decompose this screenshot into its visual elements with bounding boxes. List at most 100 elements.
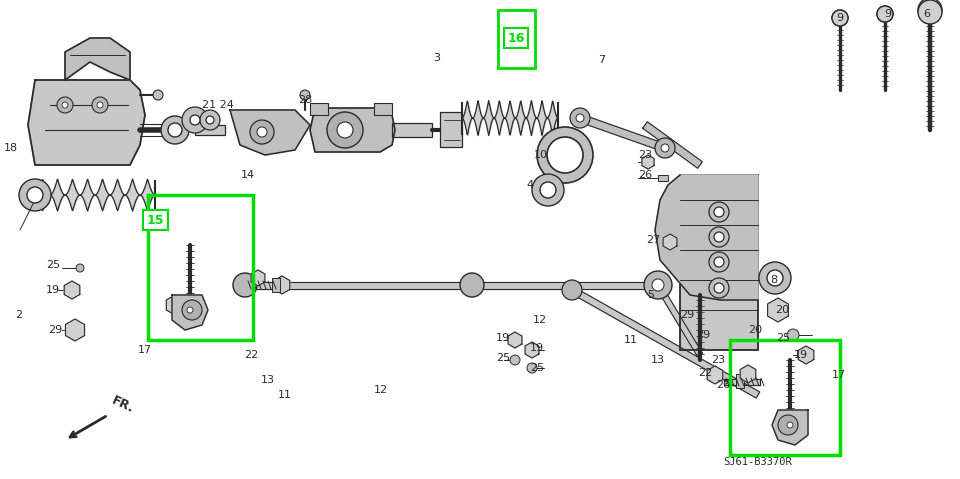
Text: 12: 12 bbox=[533, 315, 547, 325]
Text: 13: 13 bbox=[651, 355, 665, 365]
Circle shape bbox=[168, 123, 182, 137]
Circle shape bbox=[206, 116, 214, 124]
Text: 16: 16 bbox=[507, 32, 525, 45]
Circle shape bbox=[250, 120, 274, 144]
Text: 17: 17 bbox=[832, 370, 846, 380]
Circle shape bbox=[527, 363, 537, 373]
Text: 9: 9 bbox=[836, 13, 844, 23]
Circle shape bbox=[767, 270, 783, 286]
Text: 25: 25 bbox=[530, 363, 544, 373]
Circle shape bbox=[562, 280, 582, 300]
Circle shape bbox=[787, 422, 793, 428]
Polygon shape bbox=[166, 295, 183, 315]
Circle shape bbox=[709, 278, 729, 298]
Text: 26: 26 bbox=[637, 170, 652, 180]
Text: 20: 20 bbox=[775, 305, 789, 315]
Text: 8: 8 bbox=[770, 275, 778, 285]
Circle shape bbox=[877, 6, 893, 22]
Circle shape bbox=[153, 90, 163, 100]
Circle shape bbox=[661, 144, 669, 152]
Text: 4: 4 bbox=[527, 180, 534, 190]
Bar bbox=[374, 103, 392, 115]
Polygon shape bbox=[230, 110, 310, 155]
Circle shape bbox=[187, 307, 193, 313]
Circle shape bbox=[655, 138, 675, 158]
Text: 19: 19 bbox=[496, 333, 510, 343]
Text: 19: 19 bbox=[46, 285, 60, 295]
Text: 5: 5 bbox=[647, 290, 654, 300]
Text: 25: 25 bbox=[496, 353, 510, 363]
Text: 12: 12 bbox=[374, 385, 388, 395]
Polygon shape bbox=[275, 276, 290, 294]
Polygon shape bbox=[570, 287, 759, 398]
Circle shape bbox=[576, 114, 584, 122]
Circle shape bbox=[570, 108, 590, 128]
Circle shape bbox=[918, 0, 942, 22]
Polygon shape bbox=[772, 410, 808, 445]
Circle shape bbox=[714, 283, 724, 293]
Text: SJ61-B3370R: SJ61-B3370R bbox=[724, 457, 792, 467]
Circle shape bbox=[644, 271, 672, 299]
Circle shape bbox=[877, 6, 893, 22]
Text: 19: 19 bbox=[794, 350, 808, 360]
Circle shape bbox=[918, 0, 942, 24]
Polygon shape bbox=[579, 114, 666, 152]
Text: 10: 10 bbox=[534, 150, 548, 160]
Text: 29: 29 bbox=[680, 310, 694, 320]
Circle shape bbox=[190, 115, 200, 125]
Circle shape bbox=[257, 127, 267, 137]
Circle shape bbox=[327, 112, 363, 148]
Circle shape bbox=[540, 182, 556, 198]
Polygon shape bbox=[768, 298, 788, 322]
Text: 21 24: 21 24 bbox=[202, 100, 234, 110]
Circle shape bbox=[709, 252, 729, 272]
Circle shape bbox=[161, 116, 189, 144]
Bar bbox=[736, 374, 744, 388]
Text: 14: 14 bbox=[241, 170, 255, 180]
Text: 23: 23 bbox=[710, 355, 725, 365]
Polygon shape bbox=[655, 175, 758, 300]
Polygon shape bbox=[252, 270, 265, 286]
Polygon shape bbox=[65, 38, 130, 80]
Bar bbox=[440, 112, 462, 147]
Text: 6: 6 bbox=[923, 9, 930, 19]
Text: 20: 20 bbox=[748, 325, 762, 335]
Bar bbox=[730, 340, 840, 455]
Circle shape bbox=[787, 329, 799, 341]
Polygon shape bbox=[172, 295, 208, 330]
Bar bbox=[195, 125, 225, 135]
Bar bbox=[498, 10, 535, 68]
Circle shape bbox=[832, 10, 848, 26]
Circle shape bbox=[76, 264, 84, 272]
Circle shape bbox=[337, 122, 353, 138]
Polygon shape bbox=[663, 234, 677, 250]
Text: 26: 26 bbox=[716, 380, 730, 390]
Circle shape bbox=[182, 300, 202, 320]
Circle shape bbox=[300, 90, 310, 100]
Circle shape bbox=[92, 97, 108, 113]
Circle shape bbox=[714, 207, 724, 217]
Text: 27: 27 bbox=[646, 235, 660, 245]
Text: 22: 22 bbox=[244, 350, 258, 360]
Circle shape bbox=[62, 102, 68, 108]
Polygon shape bbox=[508, 332, 522, 348]
Text: 28: 28 bbox=[298, 95, 312, 105]
Polygon shape bbox=[310, 108, 395, 152]
Polygon shape bbox=[798, 346, 814, 364]
Polygon shape bbox=[724, 379, 760, 385]
Text: 11: 11 bbox=[278, 390, 292, 400]
Polygon shape bbox=[65, 319, 84, 341]
Text: 11: 11 bbox=[624, 335, 638, 345]
Bar bbox=[272, 278, 280, 292]
Text: FR.: FR. bbox=[110, 393, 136, 415]
Text: 25: 25 bbox=[46, 260, 60, 270]
Circle shape bbox=[709, 202, 729, 222]
Polygon shape bbox=[708, 366, 723, 384]
Polygon shape bbox=[642, 122, 703, 168]
Circle shape bbox=[19, 179, 51, 211]
Text: 19: 19 bbox=[530, 343, 544, 353]
Text: 29: 29 bbox=[48, 325, 62, 335]
Polygon shape bbox=[472, 282, 658, 288]
Circle shape bbox=[652, 279, 664, 291]
Text: 9: 9 bbox=[884, 9, 892, 19]
